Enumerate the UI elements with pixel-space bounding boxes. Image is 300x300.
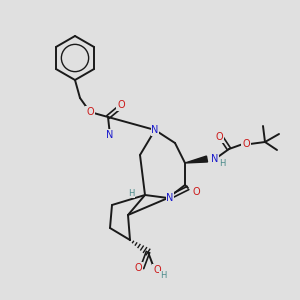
Text: O: O	[192, 187, 200, 197]
Text: O: O	[134, 263, 142, 273]
Text: O: O	[242, 139, 250, 149]
Text: N: N	[106, 130, 114, 140]
Text: O: O	[86, 107, 94, 117]
Text: N: N	[151, 125, 159, 135]
Text: O: O	[117, 100, 125, 110]
Text: N: N	[211, 154, 219, 164]
Text: H: H	[128, 188, 134, 197]
Text: O: O	[153, 265, 161, 275]
Text: N: N	[166, 193, 174, 203]
Text: H: H	[219, 158, 225, 167]
Polygon shape	[185, 156, 208, 163]
Text: H: H	[160, 272, 166, 280]
Text: O: O	[215, 132, 223, 142]
